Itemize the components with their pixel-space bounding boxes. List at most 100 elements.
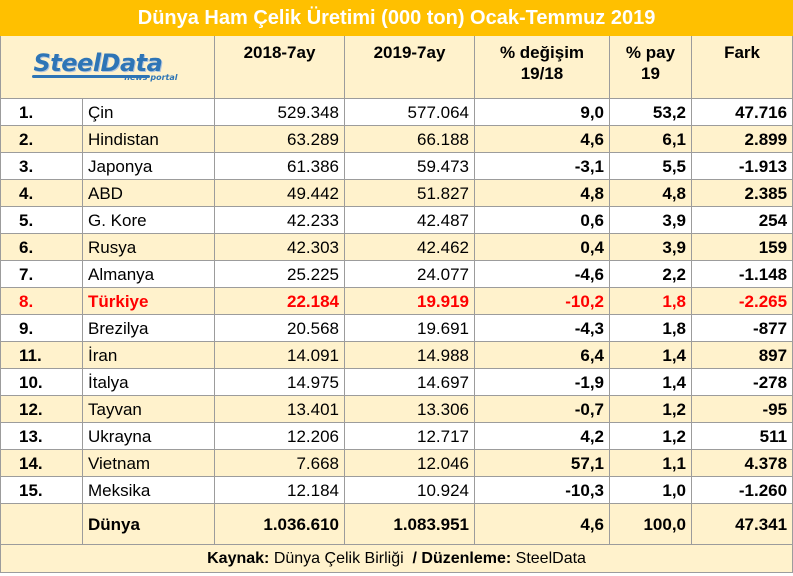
source-footer-row: Kaynak: Dünya Çelik Birliği / Düzenleme:…	[0, 544, 793, 573]
country-cell: Türkiye	[82, 287, 215, 315]
logo-swoosh	[31, 75, 150, 79]
table-row: 12. Tayvan 13.401 13.306 -0,7 1,2 -95	[0, 395, 793, 423]
value-2018-cell: 49.442	[214, 179, 345, 207]
value-2018-cell: 61.386	[214, 152, 345, 180]
country-cell: Hindistan	[82, 125, 215, 153]
share-cell: 1,8	[609, 314, 692, 342]
country-cell: Almanya	[82, 260, 215, 288]
value-2019-cell: 13.306	[344, 395, 475, 423]
share-cell: 5,5	[609, 152, 692, 180]
header-change-line2: 19/18	[520, 64, 564, 84]
rank-cell: 15.	[0, 476, 83, 504]
table-row: 3. Japonya 61.386 59.473 -3,1 5,5 -1.913	[0, 152, 793, 180]
share-cell: 3,9	[609, 233, 692, 261]
table-row: 5. G. Kore 42.233 42.487 0,6 3,9 254	[0, 206, 793, 234]
table-row: 15. Meksika 12.184 10.924 -10,3 1,0 -1.260	[0, 476, 793, 504]
rank-cell: 9.	[0, 314, 83, 342]
diff-cell: -877	[690, 314, 793, 342]
change-cell: 0,6	[474, 206, 610, 234]
logo-subtext: news portal	[124, 73, 178, 83]
share-cell: 3,9	[609, 206, 692, 234]
total-rank-cell	[0, 503, 83, 545]
share-cell: 4,8	[609, 179, 692, 207]
rank-cell: 4.	[0, 179, 83, 207]
value-2019-cell: 19.691	[344, 314, 475, 342]
change-cell: 4,8	[474, 179, 610, 207]
country-cell: Tayvan	[82, 395, 215, 423]
share-cell: 6,1	[609, 125, 692, 153]
source-value: Dünya Çelik Birliği	[269, 549, 404, 567]
rank-cell: 3.	[0, 152, 83, 180]
value-2019-cell: 10.924	[344, 476, 475, 504]
change-cell: 0,4	[474, 233, 610, 261]
value-2019-cell: 66.188	[344, 125, 475, 153]
title-row: Dünya Ham Çelik Üretimi (000 ton) Ocak-T…	[0, 0, 793, 36]
header-share-line1: % pay	[625, 43, 676, 62]
header-2019: 2019-7ay	[344, 35, 475, 99]
header-change-line1: % değişim	[499, 43, 585, 62]
table-title: Dünya Ham Çelik Üretimi (000 ton) Ocak-T…	[0, 0, 793, 36]
source-footer: Kaynak: Dünya Çelik Birliği / Düzenleme:…	[0, 544, 793, 573]
value-2018-cell: 42.303	[214, 233, 345, 261]
change-cell: -10,2	[474, 287, 610, 315]
share-cell: 1,2	[609, 422, 692, 450]
value-2019-cell: 19.919	[344, 287, 475, 315]
country-cell: ABD	[82, 179, 215, 207]
change-cell: 9,0	[474, 98, 610, 126]
country-cell: Ukrayna	[82, 422, 215, 450]
diff-cell: -1.913	[690, 152, 793, 180]
diff-cell: -2.265	[690, 287, 793, 315]
country-cell: Çin	[82, 98, 215, 126]
country-cell: Brezilya	[82, 314, 215, 342]
change-cell: 6,4	[474, 341, 610, 369]
diff-cell: 2.385	[690, 179, 793, 207]
rank-cell: 12.	[0, 395, 83, 423]
table-row: 6. Rusya 42.303 42.462 0,4 3,9 159	[0, 233, 793, 261]
value-2019-cell: 14.697	[344, 368, 475, 396]
diff-cell: 254	[690, 206, 793, 234]
value-2019-cell: 12.717	[344, 422, 475, 450]
table-row: 9. Brezilya 20.568 19.691 -4,3 1,8 -877	[0, 314, 793, 342]
rank-cell: 2.	[0, 125, 83, 153]
header-2018: 2018-7ay	[214, 35, 345, 99]
table-row: 14. Vietnam 7.668 12.046 57,1 1,1 4.378	[0, 449, 793, 477]
table-row: 13. Ukrayna 12.206 12.717 4,2 1,2 511	[0, 422, 793, 450]
rank-cell: 7.	[0, 260, 83, 288]
total-diff-cell: 47.341	[690, 503, 793, 545]
table-row: 10. İtalya 14.975 14.697 -1,9 1,4 -278	[0, 368, 793, 396]
value-2018-cell: 13.401	[214, 395, 345, 423]
change-cell: 4,6	[474, 125, 610, 153]
rank-cell: 1.	[0, 98, 83, 126]
country-cell: Meksika	[82, 476, 215, 504]
share-cell: 2,2	[609, 260, 692, 288]
diff-cell: -1.260	[690, 476, 793, 504]
rank-cell: 10.	[0, 368, 83, 396]
total-change-cell: 4,6	[474, 503, 610, 545]
value-2018-cell: 529.348	[214, 98, 345, 126]
diff-cell: -95	[690, 395, 793, 423]
change-cell: -1,9	[474, 368, 610, 396]
country-cell: Vietnam	[82, 449, 215, 477]
table-row: 2. Hindistan 63.289 66.188 4,6 6,1 2.899	[0, 125, 793, 153]
diff-cell: 4.378	[690, 449, 793, 477]
share-cell: 1,0	[609, 476, 692, 504]
share-cell: 53,2	[609, 98, 692, 126]
value-2019-cell: 42.462	[344, 233, 475, 261]
table-row: 7. Almanya 25.225 24.077 -4,6 2,2 -1.148	[0, 260, 793, 288]
diff-cell: -1.148	[690, 260, 793, 288]
value-2019-cell: 59.473	[344, 152, 475, 180]
value-2018-cell: 12.206	[214, 422, 345, 450]
logo-cell: SteelData news portal	[0, 35, 215, 99]
value-2018-cell: 14.091	[214, 341, 345, 369]
total-label-cell: Dünya	[82, 503, 215, 545]
value-2018-cell: 7.668	[214, 449, 345, 477]
country-cell: G. Kore	[82, 206, 215, 234]
value-2018-cell: 25.225	[214, 260, 345, 288]
change-cell: 4,2	[474, 422, 610, 450]
country-cell: İran	[82, 341, 215, 369]
header-diff: Fark	[690, 35, 793, 99]
share-cell: 1,8	[609, 287, 692, 315]
value-2019-cell: 24.077	[344, 260, 475, 288]
